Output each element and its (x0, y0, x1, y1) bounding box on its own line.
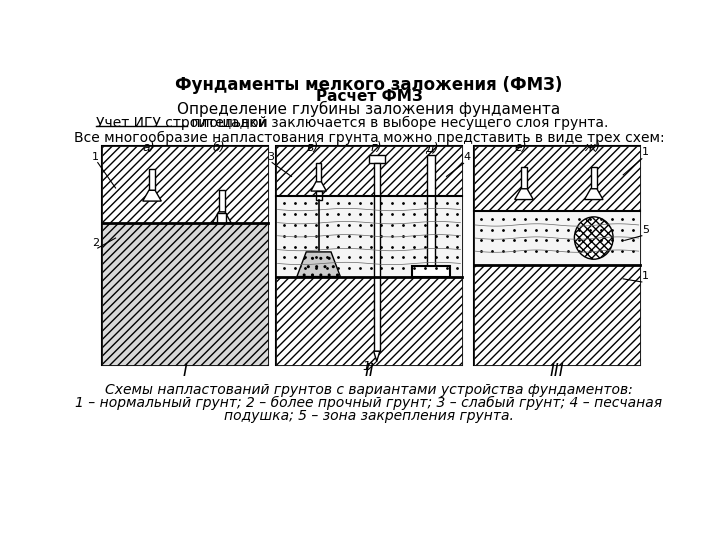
Bar (316, 163, 321, 182)
Bar (219, 190, 225, 212)
Polygon shape (297, 252, 341, 276)
Text: а): а) (143, 141, 156, 154)
Bar (102, 146, 269, 365)
Text: б): б) (212, 141, 225, 154)
Text: е): е) (515, 141, 527, 154)
Ellipse shape (575, 217, 613, 259)
Text: 1: 1 (92, 152, 99, 161)
Bar (474, 146, 640, 211)
Text: 1': 1' (363, 360, 374, 373)
Text: 4: 4 (464, 152, 471, 161)
Bar (217, 213, 226, 222)
Bar (149, 168, 155, 190)
Text: Расчет ФМЗ: Расчет ФМЗ (315, 90, 423, 104)
Text: в): в) (306, 141, 318, 154)
Text: Схемы напластований грунтов с вариантами устройства фундаментов:: Схемы напластований грунтов с вариантами… (105, 383, 633, 397)
Polygon shape (515, 189, 534, 200)
Text: III: III (549, 362, 564, 380)
Bar (521, 167, 527, 189)
Text: I: I (182, 362, 187, 380)
Polygon shape (212, 212, 231, 222)
Polygon shape (374, 351, 380, 361)
Bar (102, 222, 269, 365)
Bar (369, 155, 384, 163)
Bar (374, 163, 380, 351)
Bar (427, 155, 435, 267)
Bar (315, 191, 322, 200)
Text: д): д) (425, 141, 438, 154)
Polygon shape (143, 190, 161, 201)
Text: ж): ж) (585, 141, 600, 154)
Polygon shape (585, 189, 603, 200)
Text: площадки заключается в выборе несущего слоя грунта.: площадки заключается в выборе несущего с… (187, 117, 608, 131)
Bar (276, 146, 462, 195)
Text: Учет ИГУ строительной: Учет ИГУ строительной (96, 117, 268, 130)
Text: 1: 1 (642, 271, 649, 281)
Text: 1: 1 (642, 147, 649, 157)
Bar (474, 265, 640, 365)
Text: г): г) (371, 141, 382, 154)
Bar (474, 211, 640, 265)
Text: II: II (364, 362, 374, 380)
Bar (276, 276, 462, 365)
Text: подушка; 5 – зона закрепления грунта.: подушка; 5 – зона закрепления грунта. (224, 409, 514, 423)
Text: 2: 2 (92, 238, 99, 248)
Text: 1 – нормальный грунт; 2 – более прочный грунт; 3 – слабый грунт; 4 – песчаная: 1 – нормальный грунт; 2 – более прочный … (76, 396, 662, 410)
Bar (590, 167, 597, 189)
Bar (102, 146, 269, 222)
Text: Все многообразие напластования грунта можно представить в виде трех схем:: Все многообразие напластования грунта мо… (73, 131, 665, 145)
Bar (276, 195, 462, 276)
Bar (412, 266, 451, 276)
Bar (276, 146, 462, 365)
Bar (474, 146, 640, 365)
Text: Определение глубины заложения фундамента: Определение глубины заложения фундамента (177, 101, 561, 117)
Text: 3: 3 (266, 152, 274, 161)
Text: 5: 5 (642, 225, 649, 235)
Polygon shape (311, 182, 326, 191)
Text: Фундаменты мелкого заложения (ФМЗ): Фундаменты мелкого заложения (ФМЗ) (175, 76, 563, 94)
